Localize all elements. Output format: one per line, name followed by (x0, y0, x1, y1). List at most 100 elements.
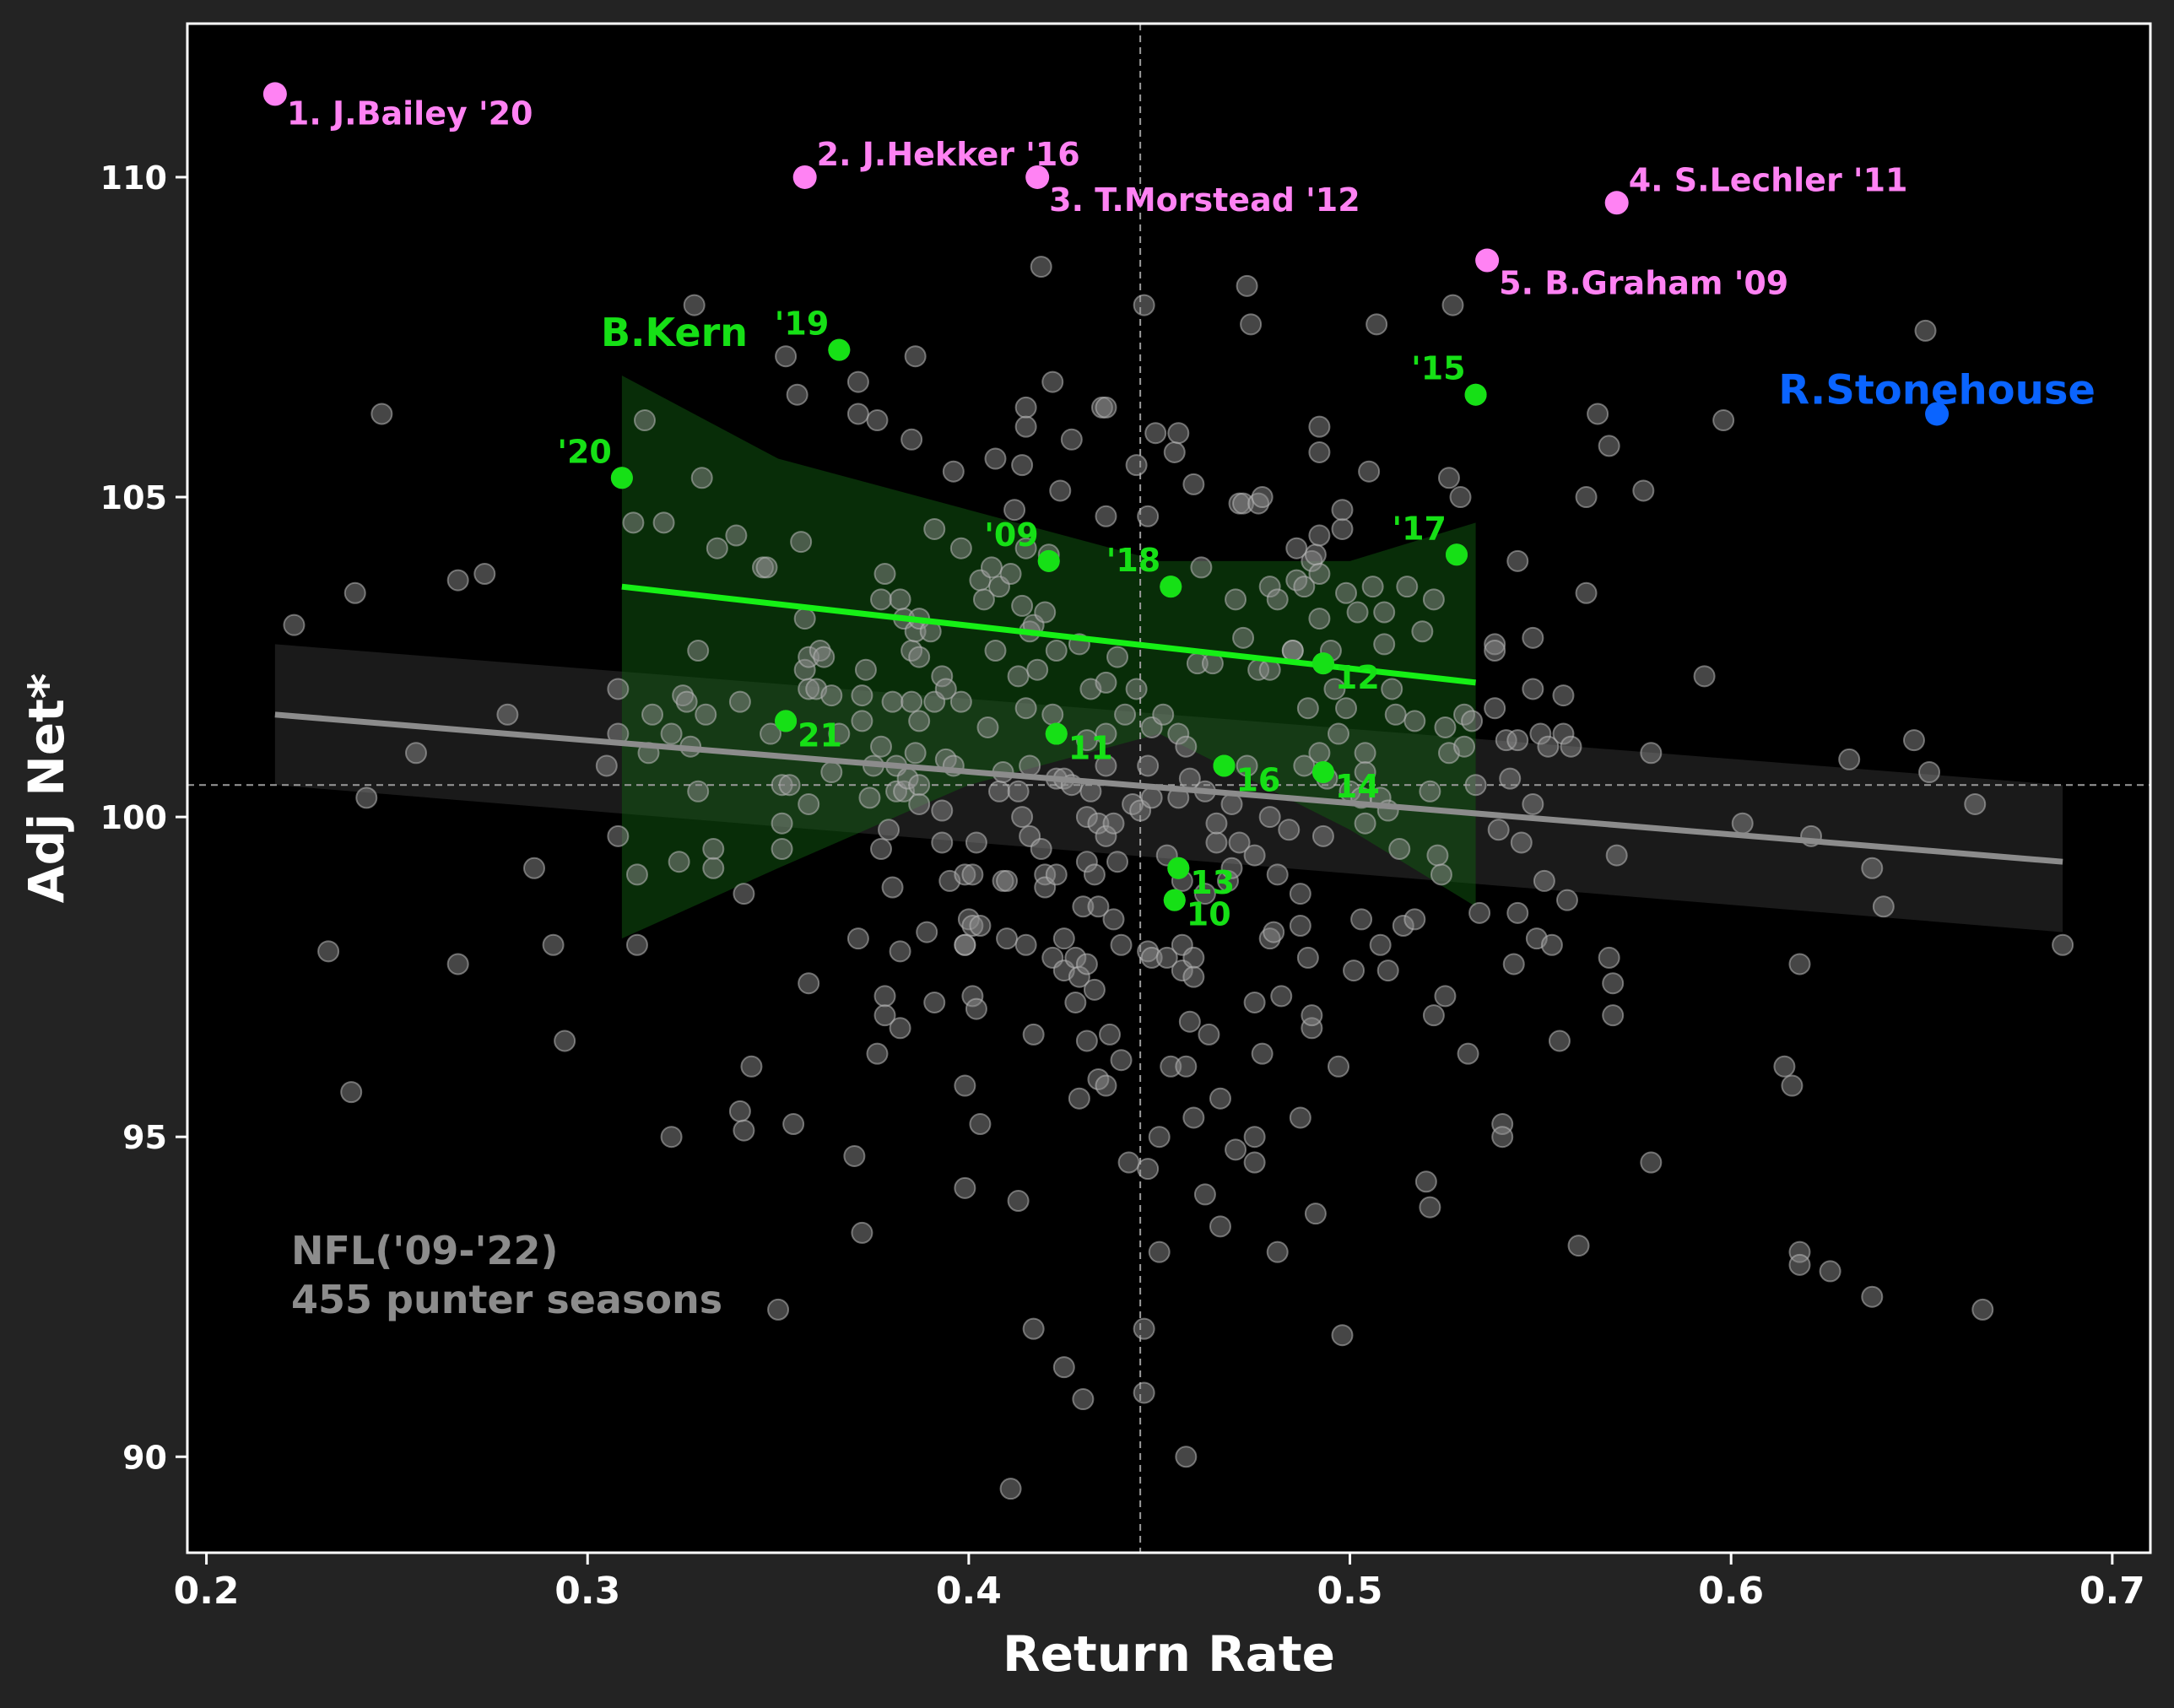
league-point (1030, 838, 1052, 861)
league-point (996, 927, 1019, 950)
league-point (1190, 556, 1213, 579)
league-point (1358, 460, 1381, 483)
league-point (740, 1055, 763, 1078)
league-point (1414, 1170, 1437, 1193)
league-point (1381, 678, 1403, 700)
league-point (1293, 576, 1316, 598)
league-point (1072, 1388, 1095, 1411)
league-point (1011, 454, 1034, 477)
league-point (1014, 933, 1037, 956)
league-point (813, 646, 836, 668)
league-point (1396, 576, 1419, 598)
league-point (728, 1100, 751, 1122)
league-point (1484, 697, 1506, 720)
league-point (283, 613, 306, 636)
league-point (1075, 729, 1098, 752)
league-point (1376, 959, 1399, 982)
league-point (733, 883, 755, 905)
league-point (972, 588, 995, 611)
league-point (1487, 819, 1510, 841)
league-point (1014, 415, 1037, 438)
kern-point-label: 12 (1335, 659, 1380, 696)
league-point (1693, 665, 1716, 688)
league-point (1384, 703, 1407, 726)
league-point (782, 1113, 805, 1136)
league-point (1731, 812, 1754, 835)
x-tick-label: 0.2 (174, 1570, 240, 1613)
league-point (1095, 671, 1117, 694)
league-point (1263, 921, 1285, 943)
league-point (820, 684, 843, 707)
kern-point (610, 467, 633, 489)
league-point (1605, 844, 1628, 867)
league-point (1510, 831, 1533, 854)
league-point (1555, 889, 1578, 911)
league-point (843, 1144, 866, 1167)
league-point (1354, 812, 1376, 835)
league-point (1205, 831, 1228, 854)
kern-point-label: 21 (798, 716, 842, 754)
league-point (1117, 1151, 1140, 1174)
league-point (1301, 1004, 1323, 1027)
league-point (1293, 754, 1316, 777)
league-point (1350, 908, 1373, 931)
league-point (1266, 588, 1289, 611)
league-point (1098, 1023, 1121, 1046)
league-point (1411, 620, 1434, 643)
league-point (889, 1017, 911, 1040)
league-point (1243, 1151, 1266, 1174)
league-point (633, 409, 656, 432)
league-point (1422, 588, 1445, 611)
league-point (1422, 1004, 1445, 1027)
league-point (1075, 1030, 1098, 1052)
league-point (873, 1004, 896, 1027)
league-point (1278, 819, 1301, 841)
annotation-line-1: NFL('09-'22) (291, 1228, 559, 1273)
league-point (725, 524, 748, 547)
league-point (1175, 1446, 1198, 1468)
league-point (1193, 883, 1216, 905)
league-point (1225, 588, 1247, 611)
league-point (1182, 1106, 1205, 1129)
league-point (404, 742, 427, 765)
league-point (954, 1074, 976, 1097)
league-point (702, 857, 725, 879)
league-point (854, 658, 877, 681)
league-point (1155, 946, 1178, 969)
league-point (1266, 863, 1289, 886)
top5-point-label: 5. B.Graham '09 (1499, 265, 1788, 302)
league-point (1125, 678, 1148, 700)
top5-point (262, 82, 287, 106)
y-axis-ticks: 90 95 100 105 110 (100, 159, 187, 1476)
league-point (1902, 729, 1925, 752)
league-point (355, 786, 378, 809)
league-point (1258, 806, 1281, 829)
kern-point-label: '19 (775, 305, 830, 343)
league-point (1243, 991, 1266, 1013)
league-point (675, 690, 698, 713)
league-point (1102, 812, 1125, 835)
league-point (1163, 441, 1186, 463)
league-point (900, 690, 923, 713)
league-point (1491, 1126, 1514, 1149)
league-point (1781, 1074, 1804, 1097)
league-point (988, 780, 1011, 803)
league-point (949, 537, 972, 559)
league-point (1308, 441, 1331, 463)
league-point (1007, 780, 1030, 803)
kern-point (1037, 549, 1060, 572)
league-point (660, 1126, 683, 1149)
league-point (1343, 959, 1366, 982)
league-point (931, 831, 954, 854)
league-point (706, 537, 728, 559)
stonehouse-point (1925, 402, 1950, 426)
league-point (1971, 1298, 1994, 1321)
x-axis-ticks: 0.2 0.3 0.4 0.5 0.6 0.7 (174, 1553, 2145, 1613)
league-point (1918, 761, 1941, 784)
league-point (1011, 806, 1034, 829)
league-point (1434, 985, 1457, 1008)
league-point (1499, 767, 1522, 790)
league-point (1041, 370, 1064, 393)
league-point (1464, 774, 1487, 797)
league-point (1366, 313, 1388, 336)
